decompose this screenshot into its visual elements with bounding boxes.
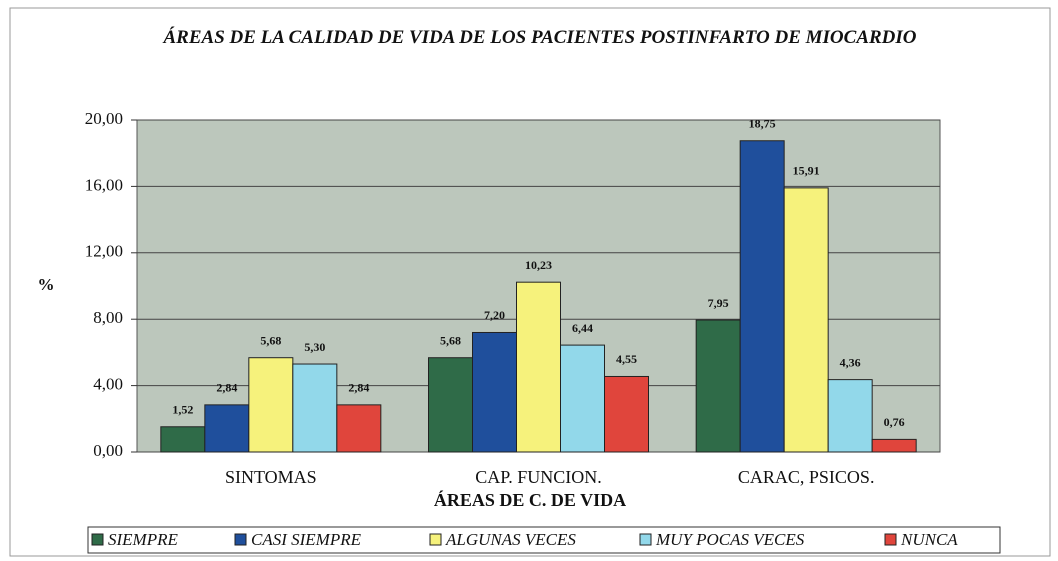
data-label: 0,76 — [884, 415, 905, 429]
bar — [248, 357, 294, 453]
bar — [560, 344, 605, 453]
data-label: 5,30 — [304, 340, 325, 354]
legend-label: NUNCA — [900, 530, 958, 549]
x-tick-label: SINTOMAS — [225, 467, 317, 487]
data-label: 6,44 — [572, 321, 593, 335]
bar — [160, 426, 206, 453]
data-label: 7,95 — [708, 296, 729, 310]
legend-label: SIEMPRE — [108, 530, 178, 549]
legend-swatch — [91, 533, 104, 546]
legend-label: MUY POCAS VECES — [655, 530, 805, 549]
data-label: 4,55 — [616, 352, 637, 366]
bar — [472, 331, 517, 453]
y-tick-label: 20,00 — [85, 109, 123, 128]
x-tick-label: CARAC, PSICOS. — [738, 467, 875, 487]
legend-label: ALGUNAS VECES — [445, 530, 576, 549]
legend-label: CASI SIEMPRE — [251, 530, 362, 549]
legend-swatch — [884, 533, 897, 546]
bar — [871, 438, 917, 453]
legend-swatch — [639, 533, 652, 546]
data-label: 18,75 — [749, 117, 776, 131]
data-label: 5,68 — [440, 333, 461, 347]
x-axis-label: ÁREAS DE C. DE VIDA — [434, 489, 626, 510]
bar — [336, 404, 382, 453]
data-label: 10,23 — [525, 258, 552, 272]
y-axis-label: % — [38, 275, 55, 294]
data-label: 4,36 — [840, 355, 861, 369]
data-label: 7,20 — [484, 308, 505, 322]
bar — [695, 319, 741, 453]
y-tick-label: 12,00 — [85, 242, 123, 261]
y-tick-label: 4,00 — [93, 375, 123, 394]
data-label: 2,84 — [348, 381, 369, 395]
data-label: 1,52 — [172, 403, 193, 417]
bar — [428, 357, 473, 453]
data-label: 15,91 — [793, 164, 820, 178]
bar — [739, 140, 785, 453]
bar — [827, 379, 873, 453]
bar — [783, 187, 829, 453]
legend-swatch — [234, 533, 247, 546]
bar — [604, 375, 649, 453]
legend-swatch — [429, 533, 442, 546]
y-tick-label: 16,00 — [85, 175, 123, 194]
data-label: 2,84 — [216, 381, 237, 395]
bar — [516, 281, 561, 453]
y-tick-label: 8,00 — [93, 308, 123, 327]
bar — [204, 404, 250, 453]
chart-title: ÁREAS DE LA CALIDAD DE VIDA DE LOS PACIE… — [163, 27, 917, 48]
x-tick-label: CAP. FUNCION. — [475, 467, 602, 487]
bar — [292, 363, 338, 453]
y-tick-label: 0,00 — [93, 441, 123, 460]
data-label: 5,68 — [260, 333, 281, 347]
